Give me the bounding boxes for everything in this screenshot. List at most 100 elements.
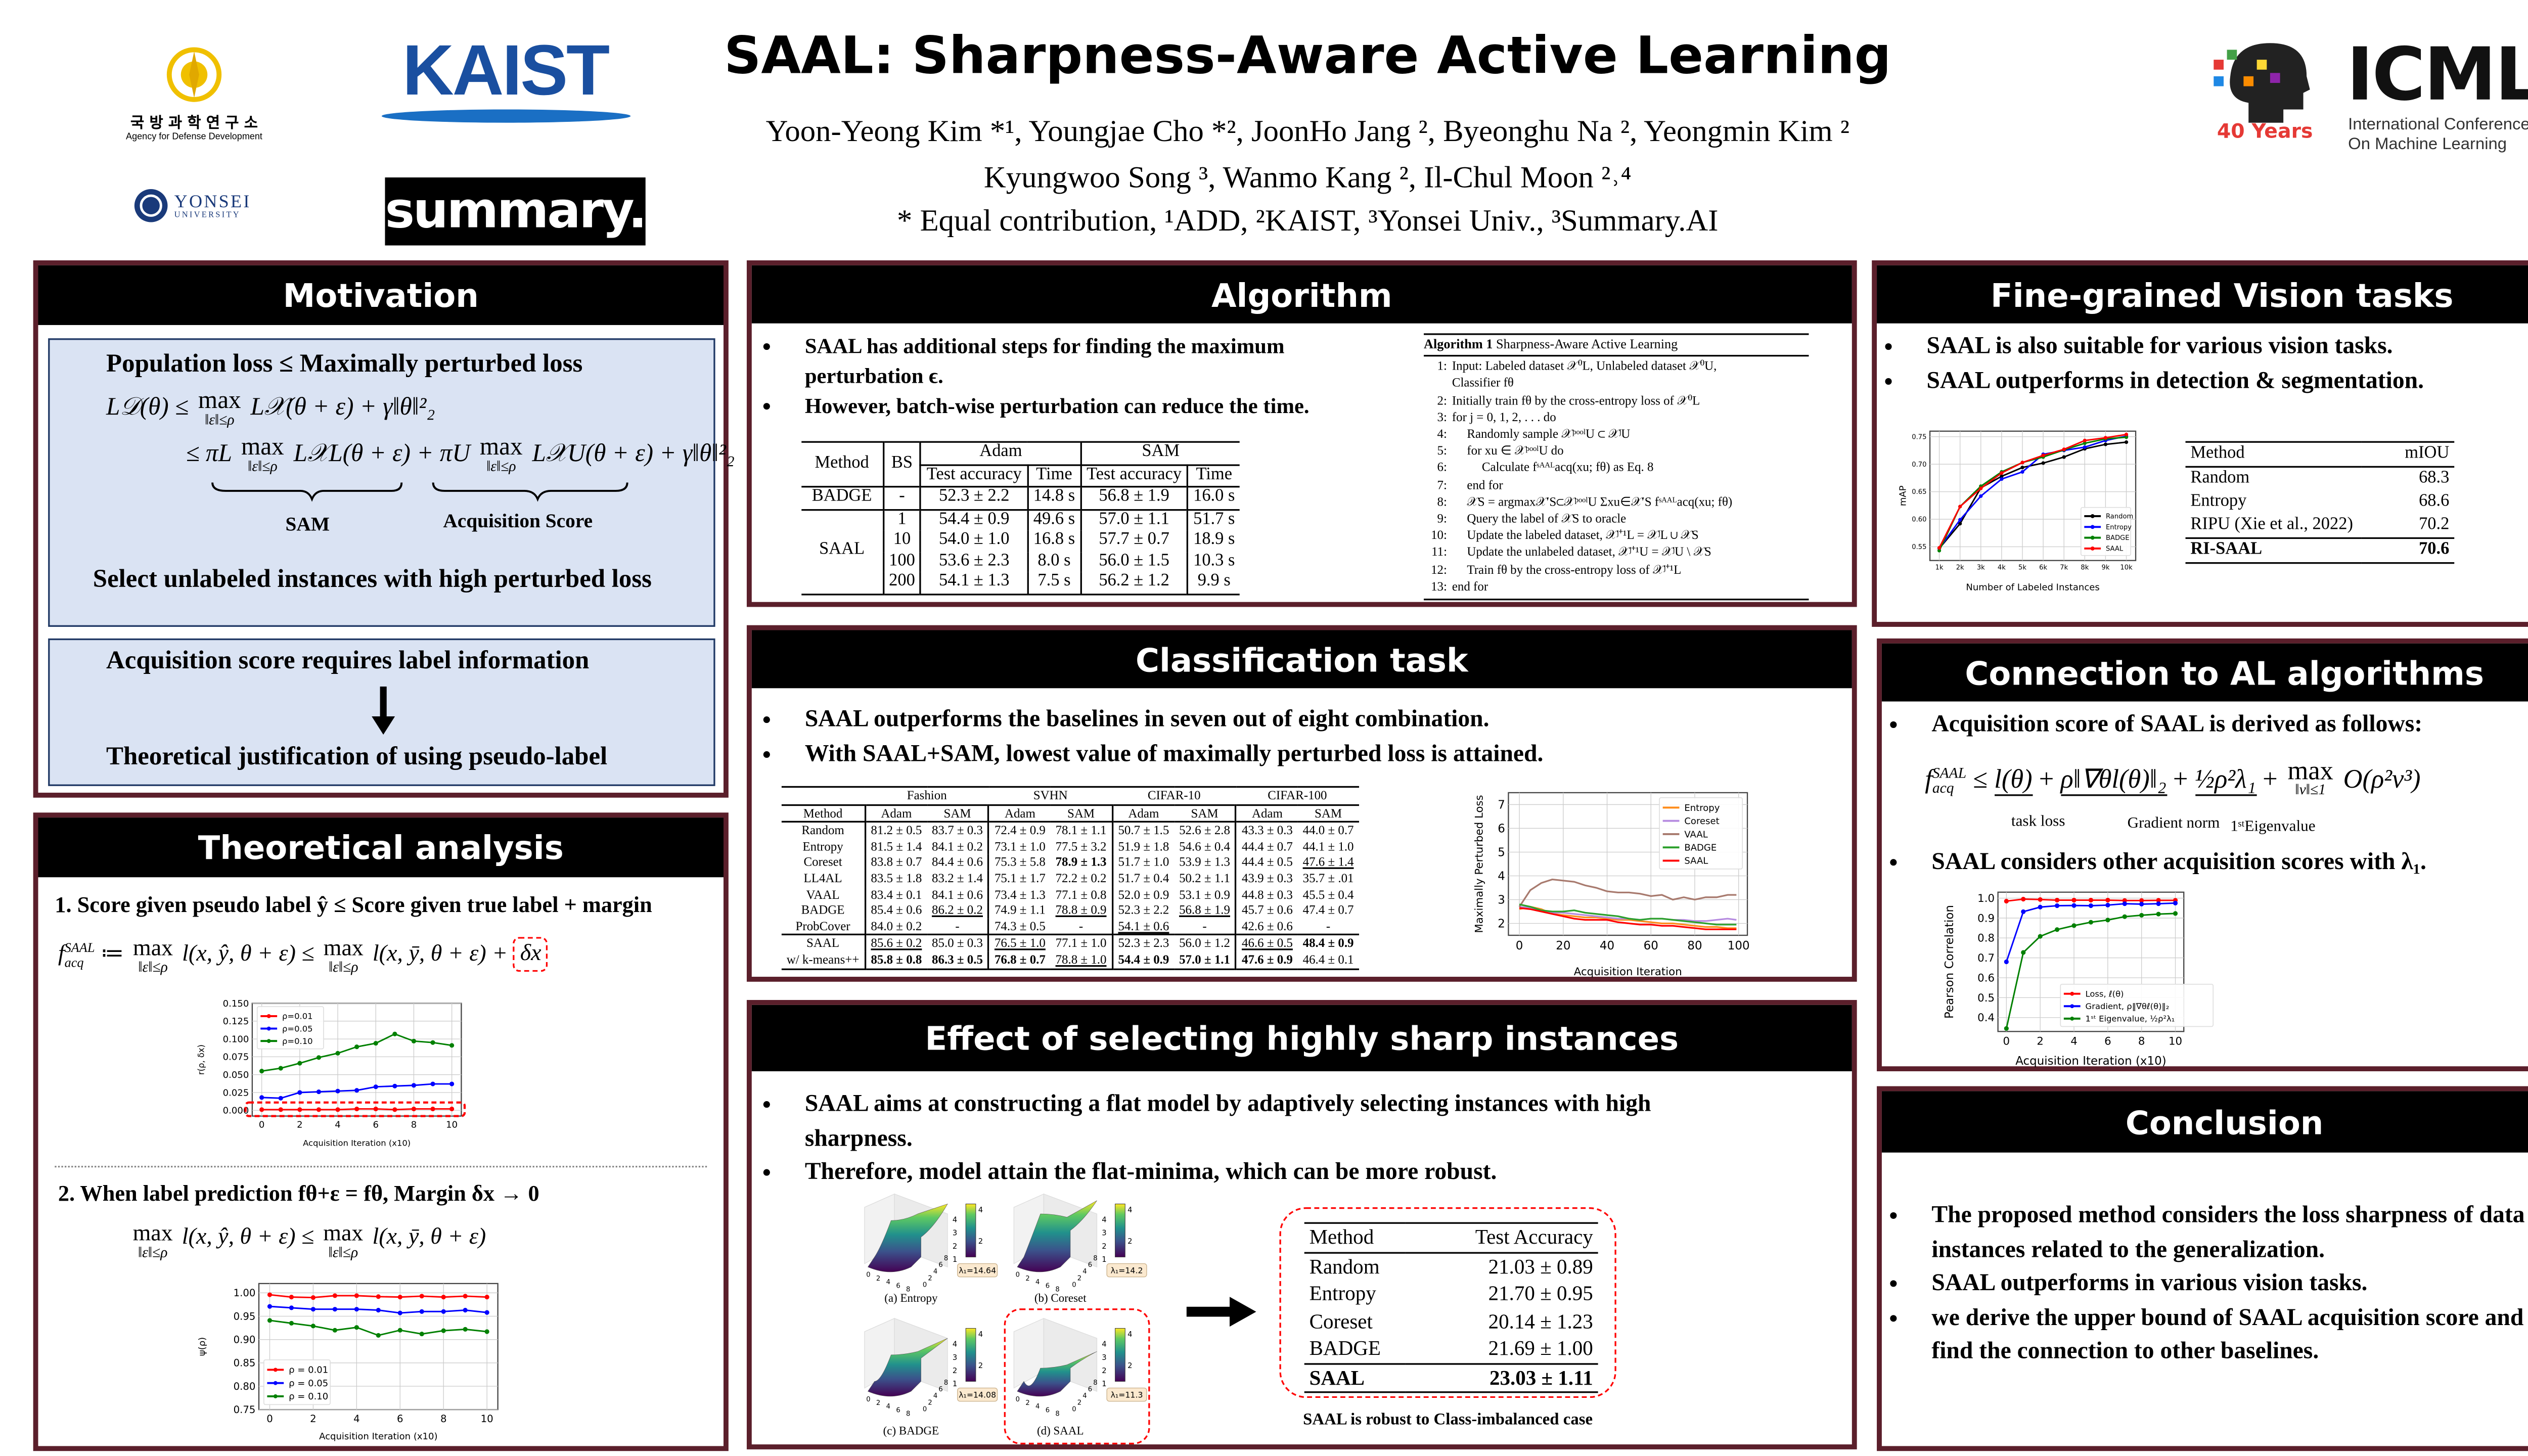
x-tick-label: 4 [2070, 1035, 2078, 1048]
legend-label: Gradient, ρ‖∇θℓ(θ)‖₂ [2086, 1002, 2170, 1011]
line-number: 12: [1431, 561, 1447, 577]
y-tick-label: 0.55 [1912, 543, 1926, 551]
table-row: BADGE 21.69 ± 1.00 [1304, 1335, 1598, 1363]
legend-box [2060, 983, 2214, 1027]
column-header: Adam [1004, 805, 1035, 821]
data-point [376, 1333, 381, 1338]
x-tick-label: 3k [1977, 564, 1985, 572]
acquisition-brace [432, 482, 628, 502]
data-point [267, 1318, 273, 1323]
add-emblem-icon [166, 47, 222, 102]
data-point [441, 1328, 446, 1333]
value-cell: 68.3 [2419, 469, 2450, 488]
series-line-saal [1519, 907, 1737, 930]
data-point [335, 1051, 340, 1056]
data-point [2088, 897, 2094, 903]
value-cell: - [1326, 918, 1331, 933]
y-tick-label: 2 [1077, 1399, 1081, 1406]
value-cell: 56.8 ± 1.9 [1080, 486, 1189, 510]
table-row: Entropy 21.70 ± 0.95 [1304, 1280, 1598, 1307]
x-tick-label: 6 [896, 1406, 900, 1414]
line-number: 2: [1437, 392, 1447, 407]
max-constraint: ‖ε‖≤ρ [328, 1244, 358, 1260]
value-cell: 35.7 ± .01 [1302, 871, 1354, 886]
plus-op: + [2039, 766, 2054, 795]
plus-op: + [2173, 766, 2188, 795]
y-tick-label: 1.0 [1977, 892, 1995, 905]
legend-label: ρ=0.10 [282, 1036, 313, 1046]
table-row: Random 81.2 ± 0.5 83.7 ± 0.3 72.4 ± 0.9 78.1… [781, 822, 1359, 839]
value-cell: 54.1 ± 0.6 [1118, 918, 1169, 933]
line-number [1424, 376, 1447, 392]
x-tick-label: 4 [335, 1120, 340, 1130]
method-cell: Coreset [781, 854, 866, 871]
data-point [2122, 914, 2127, 919]
bullet: SAAL aims at constructing a flat model b… [788, 1088, 1688, 1156]
y-tick-label: 7 [1498, 798, 1505, 811]
y-tick-label: 0.050 [223, 1070, 249, 1080]
value-cell: 8.0 s [1027, 551, 1082, 572]
value-cell: 72.4 ± 0.9 [994, 823, 1046, 838]
table-row: 10 54.0 ± 1.0 16.8 s 57.7 ± 0.7 18.9 s [801, 530, 1240, 552]
column-header: Time [1196, 465, 1233, 484]
value-cell: - [927, 918, 990, 935]
data-point [332, 1307, 337, 1312]
legend-marker [2090, 525, 2095, 529]
x-tick-label: 4k [1998, 564, 2006, 572]
value-cell: 75.1 ± 1.7 [994, 871, 1046, 886]
detection-map-chart: 1k 2k 3k 4k 5k 6k 7k 8k 9k 10k 0.55 0.60 0.65 0.70 0.7… [1898, 430, 2137, 593]
z-tick-label: 3 [953, 1229, 957, 1238]
data-point [376, 1307, 381, 1313]
legend-marker [266, 1039, 271, 1043]
f-superscript: SAAL [64, 940, 95, 956]
y-tick-label: 0 [1072, 1281, 1076, 1289]
higher-order-term: O(ρ²v³) [2343, 766, 2421, 795]
eq-lhs: L𝒟(θ) ≤ [106, 394, 189, 422]
x-tick-label: 60 [1644, 939, 1658, 952]
data-point [411, 1106, 417, 1112]
algorithm-caption: Algorithm 1 Sharpness-Aware Active Learn… [1424, 333, 1809, 357]
dataset-header: SVHN [1033, 788, 1068, 803]
effect-panel: Effect of selecting highly sharp instanc… [746, 999, 1857, 1449]
data-point [2021, 909, 2026, 914]
legend-box [1659, 797, 1743, 870]
pseudo-label-box: Acquisition score requires label informa… [48, 638, 715, 786]
sam-brace [211, 482, 403, 502]
data-point [2103, 442, 2108, 446]
legend-marker [273, 1368, 278, 1372]
value-cell: 83.8 ± 0.7 [871, 854, 922, 870]
batch-size-table: Method BS Adam SAM Test accuracy Time Test acc… [801, 441, 1240, 595]
data-point [297, 1061, 302, 1066]
x-tick-label: 7k [2060, 564, 2068, 572]
task-loss-label: task loss [2011, 814, 2065, 831]
bullet: With SAAL+SAM, lowest value of maximally… [788, 738, 1820, 773]
surface-caption: (d) SAAL [1036, 1424, 1084, 1438]
value-cell: 50.7 ± 1.5 [1118, 823, 1169, 838]
data-point [2055, 927, 2060, 932]
data-point [2021, 896, 2026, 902]
max-op: max [198, 388, 241, 415]
table: Fashion SVHN CIFAR-10 CIFAR-100 Method Adam SA… [781, 786, 1359, 970]
table-row: VAAL 83.4 ± 0.1 84.1 ± 0.6 73.4 ± 1.3 77.1 ±… [781, 886, 1359, 902]
yonsei-wordmark: YONSEI [174, 191, 251, 212]
data-point [449, 1043, 455, 1048]
data-point [354, 1307, 359, 1312]
classification-title: Classification task [751, 630, 1852, 689]
bs-cell: 100 [883, 551, 922, 572]
series-line-badge [1519, 903, 1737, 926]
data-point [316, 1089, 322, 1095]
value-cell: - [1174, 918, 1237, 935]
data-point [267, 1292, 273, 1297]
data-point [2156, 912, 2161, 917]
legend-label: BADGE [2106, 534, 2130, 542]
line-text: Classifier fθ [1452, 375, 1514, 391]
segmentation-miou-table: Method mIOU Random 68.3 Entropy 68.6 RIPU (Xie… [2185, 441, 2455, 564]
z-tick-label: 4 [953, 1340, 957, 1349]
y-tick-label: 0 [923, 1281, 927, 1289]
colorbar-tick: 2 [1127, 1361, 1132, 1370]
data-point [1958, 522, 1962, 526]
pearson-correlation-chart: 0 2 4 6 8 10 0.4 0.5 0.6 0.7 0.8 0.9 1.0 Acquisition … [1943, 891, 2214, 1068]
table-row: 200 54.1 ± 1.3 7.5 s 56.2 ± 1.2 9.9 s [801, 572, 1240, 594]
x-tick-label: 6 [2104, 1035, 2111, 1048]
value-cell: 10.3 s [1193, 551, 1235, 570]
